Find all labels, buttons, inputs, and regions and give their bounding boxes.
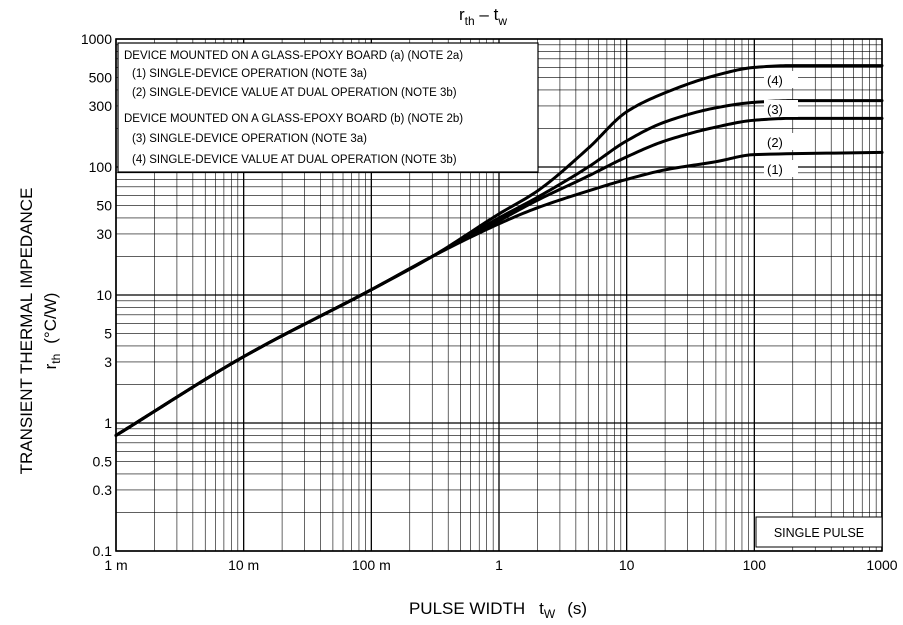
y-axis-symbol: rth (°C/W) [41,293,63,370]
y-tick-label: 100 [89,159,113,175]
title-sub-w: w [497,14,507,28]
legend-line-6: (4) SINGLE-DEVICE VALUE AT DUAL OPERATIO… [132,154,457,166]
y-axis-sym: r [41,363,60,369]
curve-label-3: (3) [767,102,783,117]
y-tick-label: 30 [96,226,112,242]
legend-line-1: DEVICE MOUNTED ON A GLASS-EPOXY BOARD (a… [124,50,463,62]
x-tick-label: 100 m [352,557,391,573]
plot-frame [115,38,883,552]
x-tick-label: 10 m [228,557,259,573]
x-tick-label: 100 [743,557,767,573]
series-line-4 [114,64,884,437]
y-tick-label: 1000 [81,31,112,47]
y-tick-label: 50 [96,198,112,214]
y-tick-label: 10 [96,287,112,303]
x-axis-sym-sub: W [544,607,556,621]
curve-label-bg-1 [764,160,798,177]
curve-label-2: (2) [767,135,783,150]
title-sub-th: th [465,14,475,28]
single-pulse-box [755,516,883,548]
x-tick-label: 10 [619,557,635,573]
tick-labels: 1 m 10 m 100 m 1 10 100 1000 0.1 0.3 0.5 1 3 5 10 30 50… [81,31,898,573]
x-tick-label: 1 m [104,557,127,573]
y-axis-sym-sub: th [49,354,63,364]
y-tick-label: 300 [89,98,113,114]
curve-label-1: (1) [767,162,783,177]
legend-line-2: (1) SINGLE-DEVICE OPERATION (NOTE 3a) [132,68,367,80]
single-pulse-annotation: SINGLE PULSE [755,516,883,548]
x-axis-title: PULSE WIDTH tW (s) [409,599,587,621]
legend-box [117,42,539,173]
x-axis-unit: (s) [567,599,587,618]
y-tick-label: 0.5 [93,454,113,470]
curve-label-bg-2 [764,133,798,150]
y-tick-label: 5 [104,326,112,342]
legend: DEVICE MOUNTED ON A GLASS-EPOXY BOARD (a… [117,42,539,173]
x-axis-sym: t [539,599,544,618]
single-pulse-label: SINGLE PULSE [774,526,864,540]
y-tick-label: 1 [104,415,112,431]
title-sym-t: t [494,5,499,24]
chart-title: rth – tw [459,5,507,28]
y-tick-label: 0.3 [93,482,113,498]
x-tick-label: 1000 [866,557,897,573]
curve-label-4: (4) [767,73,783,88]
y-axis-unit: (°C/W) [41,293,60,344]
title-sym-r: r [459,5,465,24]
x-tick-label: 1 [495,557,503,573]
curve-label-bg-4 [764,71,798,88]
y-tick-label: 3 [104,354,112,370]
curve-labels: (4) (3) (2) (1) [764,71,798,177]
y-tick-label: 0.1 [93,543,113,559]
y-tick-label: 500 [89,70,113,86]
series-group [114,64,884,437]
legend-line-5: (3) SINGLE-DEVICE OPERATION (NOTE 3a) [132,133,367,145]
y-axis-title: TRANSIENT THERMAL IMPEDANCE [17,188,36,475]
curve-label-bg-3 [764,100,798,117]
title-dash: – [475,5,494,24]
legend-line-3: (2) SINGLE-DEVICE VALUE AT DUAL OPERATIO… [132,87,457,99]
x-axis-title-text: PULSE WIDTH [409,599,525,618]
legend-line-4: DEVICE MOUNTED ON A GLASS-EPOXY BOARD (b… [124,113,463,125]
